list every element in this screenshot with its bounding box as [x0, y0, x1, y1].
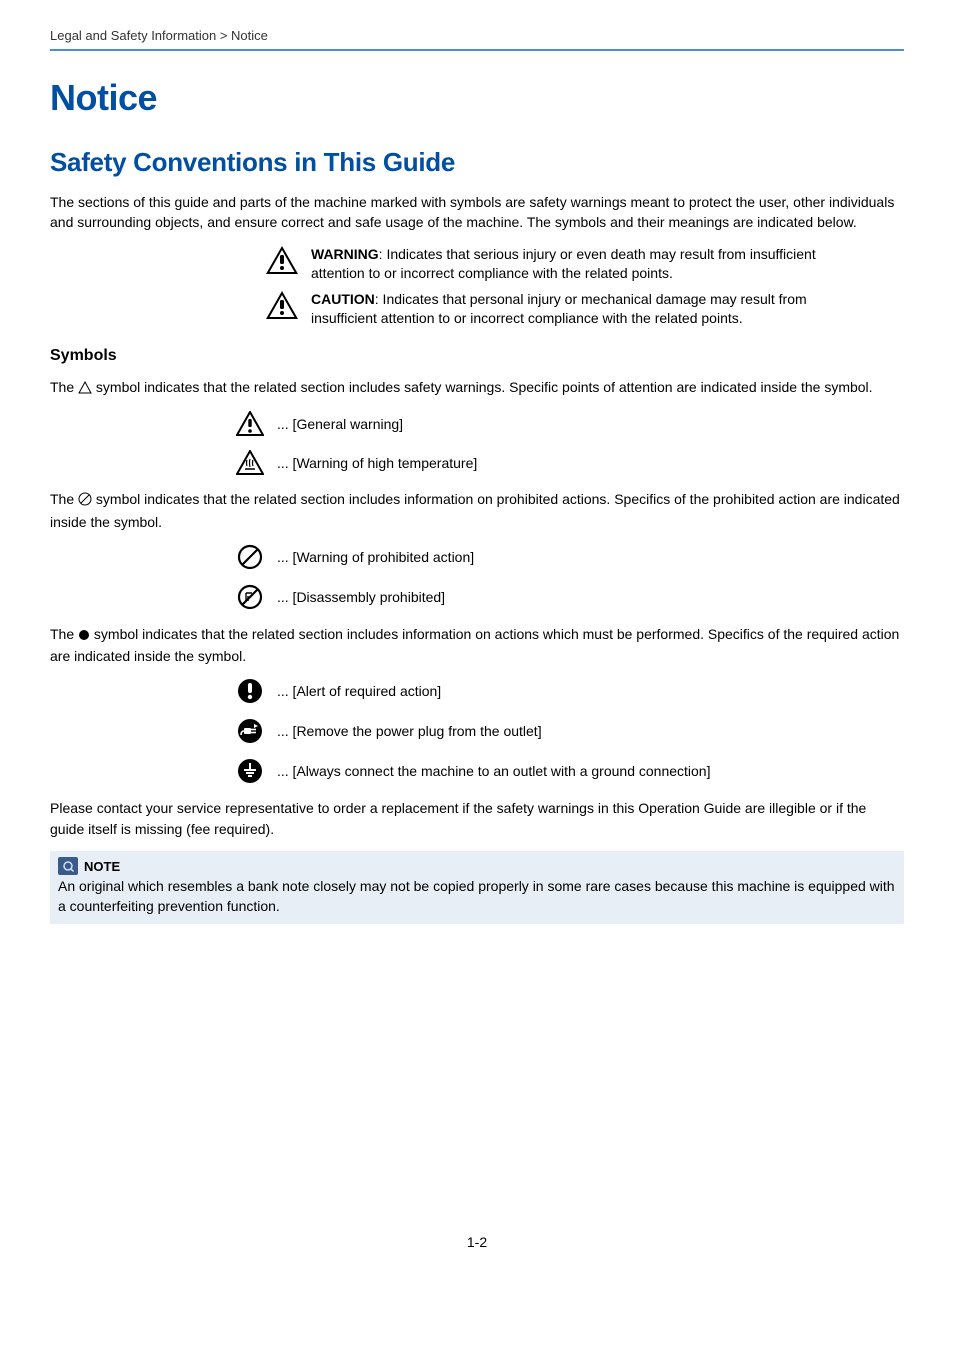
unplug-label: ... [Remove the power plug from the outl… [277, 723, 542, 739]
ground-icon [235, 758, 265, 784]
note-box: NOTE An original which resembles a bank … [50, 851, 904, 924]
note-label: NOTE [84, 859, 120, 874]
header-rule [50, 49, 904, 51]
warning-row: WARNING: Indicates that serious injury o… [265, 245, 904, 284]
triangle-paragraph: The symbol indicates that the related se… [50, 377, 904, 399]
caution-text: CAUTION: Indicates that personal injury … [311, 290, 871, 329]
high-temp-row: ... [Warning of high temperature] [235, 450, 904, 475]
unplug-row: ... [Remove the power plug from the outl… [235, 718, 904, 744]
ground-row: ... [Always connect the machine to an ou… [235, 758, 904, 784]
required-para-b: symbol indicates that the related sectio… [50, 626, 899, 664]
note-icon [58, 857, 78, 875]
high-temp-icon [235, 450, 265, 475]
symbols-heading: Symbols [50, 347, 904, 365]
caution-row: CAUTION: Indicates that personal injury … [265, 290, 904, 329]
warning-triangle-icon [265, 245, 299, 280]
prohibit-paragraph: The symbol indicates that the related se… [50, 489, 904, 532]
prohibit-para-b: symbol indicates that the related sectio… [50, 491, 900, 529]
prohibited-label: ... [Warning of prohibited action] [277, 549, 474, 565]
note-text: An original which resembles a bank note … [58, 877, 896, 916]
alert-required-row: ... [Alert of required action] [235, 678, 904, 704]
triangle-para-b: symbol indicates that the related sectio… [96, 379, 873, 395]
alert-required-label: ... [Alert of required action] [277, 683, 441, 699]
ground-label: ... [Always connect the machine to an ou… [277, 763, 710, 779]
high-temp-label: ... [Warning of high temperature] [277, 455, 477, 471]
triangle-para-a: The [50, 379, 78, 395]
disassembly-prohibited-icon [235, 584, 265, 610]
intro-paragraph: The sections of this guide and parts of … [50, 192, 904, 233]
prohibited-action-row: ... [Warning of prohibited action] [235, 544, 904, 570]
required-paragraph: The symbol indicates that the related se… [50, 624, 904, 667]
general-warning-row: ... [General warning] [235, 411, 904, 436]
prohibit-para-a: The [50, 491, 78, 507]
unplug-icon [235, 718, 265, 744]
warning-desc: : Indicates that serious injury or even … [311, 246, 816, 282]
prohibited-icon [235, 544, 265, 570]
caution-triangle-icon [265, 290, 299, 325]
contact-paragraph: Please contact your service representati… [50, 798, 904, 839]
triangle-outline-icon [78, 379, 92, 399]
general-warning-label: ... [General warning] [277, 416, 403, 432]
filled-circle-icon [78, 626, 90, 646]
warning-text: WARNING: Indicates that serious injury o… [311, 245, 871, 284]
caution-label: CAUTION [311, 291, 375, 307]
page-title: Notice [50, 77, 904, 119]
general-warning-icon [235, 411, 265, 436]
disassembly-label: ... [Disassembly prohibited] [277, 589, 445, 605]
section-heading: Safety Conventions in This Guide [50, 147, 904, 178]
required-para-a: The [50, 626, 78, 642]
caution-desc: : Indicates that personal injury or mech… [311, 291, 807, 327]
warning-label: WARNING [311, 246, 379, 262]
disassembly-row: ... [Disassembly prohibited] [235, 584, 904, 610]
breadcrumb: Legal and Safety Information > Notice [50, 28, 904, 49]
alert-required-icon [235, 678, 265, 704]
page-number: 1-2 [50, 1234, 904, 1250]
prohibit-outline-icon [78, 491, 92, 511]
